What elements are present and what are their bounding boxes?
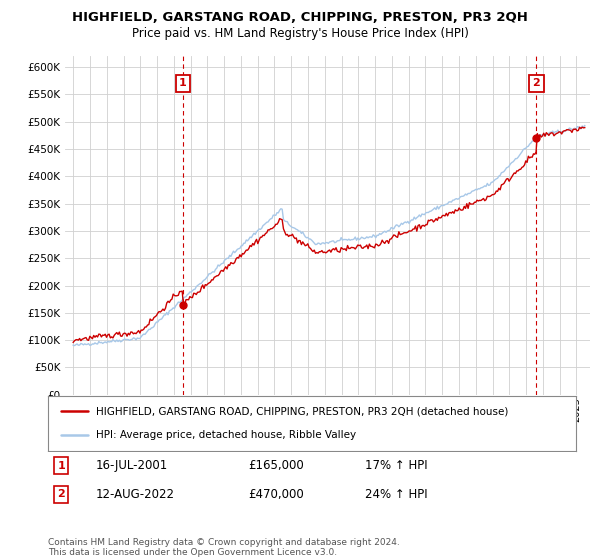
Text: 17% ↑ HPI: 17% ↑ HPI: [365, 459, 427, 472]
Text: £165,000: £165,000: [248, 459, 304, 472]
Text: 24% ↑ HPI: 24% ↑ HPI: [365, 488, 427, 501]
Text: £470,000: £470,000: [248, 488, 304, 501]
Text: 12-AUG-2022: 12-AUG-2022: [95, 488, 175, 501]
Text: 1: 1: [58, 461, 65, 470]
Text: 2: 2: [58, 489, 65, 499]
Text: HIGHFIELD, GARSTANG ROAD, CHIPPING, PRESTON, PR3 2QH (detached house): HIGHFIELD, GARSTANG ROAD, CHIPPING, PRES…: [95, 407, 508, 416]
Text: HIGHFIELD, GARSTANG ROAD, CHIPPING, PRESTON, PR3 2QH: HIGHFIELD, GARSTANG ROAD, CHIPPING, PRES…: [72, 11, 528, 24]
Text: Contains HM Land Registry data © Crown copyright and database right 2024.
This d: Contains HM Land Registry data © Crown c…: [48, 538, 400, 557]
Text: 16-JUL-2001: 16-JUL-2001: [95, 459, 168, 472]
Text: 2: 2: [533, 78, 541, 88]
Text: HPI: Average price, detached house, Ribble Valley: HPI: Average price, detached house, Ribb…: [95, 431, 356, 440]
Text: 1: 1: [179, 78, 187, 88]
Text: Price paid vs. HM Land Registry's House Price Index (HPI): Price paid vs. HM Land Registry's House …: [131, 27, 469, 40]
